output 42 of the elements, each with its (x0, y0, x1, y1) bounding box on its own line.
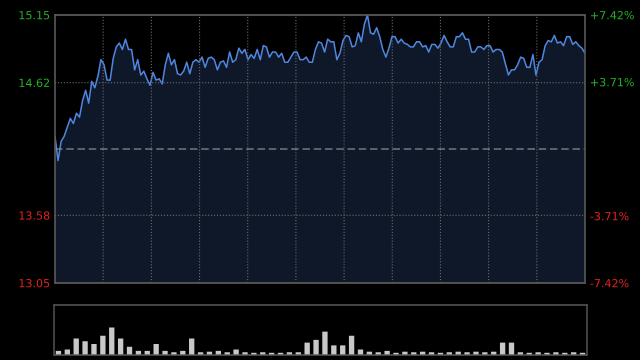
bar (340, 345, 346, 355)
y-tick-label: 15.15 (20, 11, 50, 20)
bar (189, 338, 194, 355)
bar (535, 352, 541, 355)
bar (82, 341, 88, 355)
bar (446, 352, 452, 355)
bar (153, 344, 159, 355)
bar (491, 352, 496, 355)
bar (74, 338, 79, 355)
bar (366, 352, 372, 355)
bar (553, 352, 559, 355)
bar (482, 352, 488, 355)
y2-tick-label: -7.42% (590, 278, 629, 288)
y-tick-label: 13.05 (20, 278, 50, 288)
bar (456, 352, 461, 355)
bar (376, 352, 381, 355)
bar (348, 336, 354, 355)
bar (402, 352, 408, 355)
bar (508, 342, 514, 355)
bar (224, 352, 230, 355)
bar (500, 342, 506, 355)
y2-tick-label: -3.71% (590, 212, 629, 220)
bar (322, 332, 328, 355)
bar (571, 352, 576, 355)
bar (296, 352, 301, 355)
bar (260, 352, 266, 355)
bar (313, 340, 319, 355)
bar (100, 336, 106, 355)
y2-tick-label: +3.71% (591, 78, 634, 86)
bar (411, 352, 416, 355)
bar (64, 350, 70, 355)
y-tick-label: 14.62 (20, 78, 50, 88)
bar (286, 352, 292, 355)
bar (331, 345, 336, 355)
bar (109, 328, 114, 355)
bar (518, 352, 524, 355)
y2-tick-label: +7.42% (591, 10, 634, 20)
bar (304, 342, 310, 355)
y-tick-label: 13.58 (20, 211, 50, 220)
bar (420, 352, 426, 355)
bar (233, 350, 239, 355)
bar (118, 338, 124, 355)
